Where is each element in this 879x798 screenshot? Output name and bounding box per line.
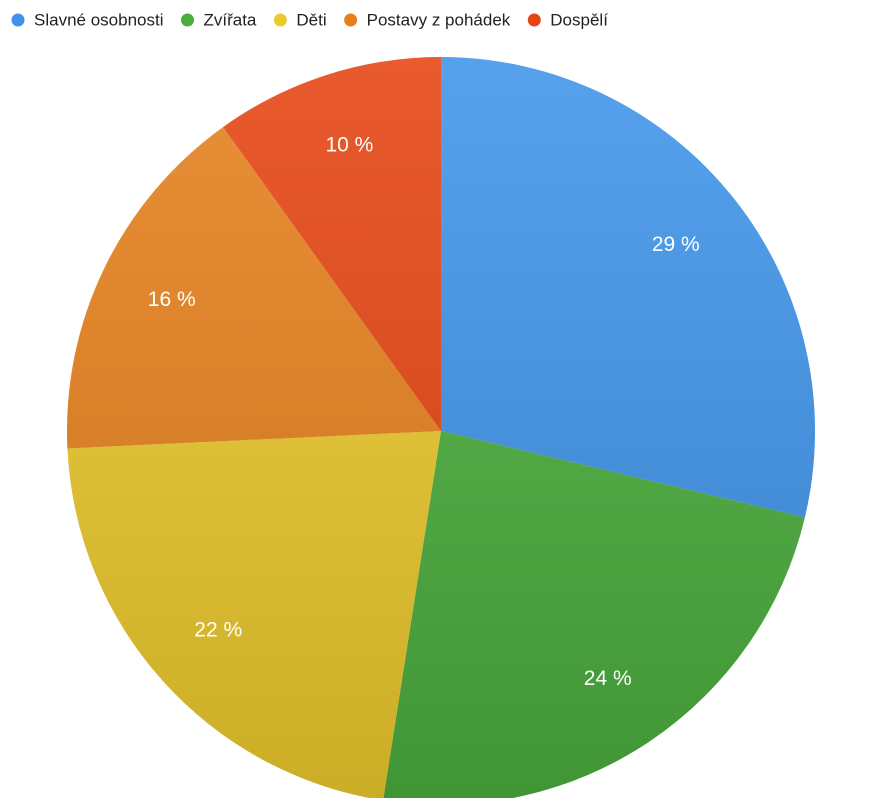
legend-marker xyxy=(344,13,358,27)
legend-label: Postavy z pohádek xyxy=(367,10,511,29)
legend-marker xyxy=(527,13,541,27)
legend: Slavné osobnosti Zvířata Děti Postavy z poh… xyxy=(11,10,608,29)
legend-label: Zvířata xyxy=(203,10,256,29)
slice-label: 24 % xyxy=(584,667,632,690)
pie-slice xyxy=(67,431,441,798)
legend-marker xyxy=(180,13,194,27)
slice-labels: 29 % 24 % 22 % 16 % 10 % xyxy=(148,134,700,690)
slice-label: 29 % xyxy=(652,233,700,256)
slice-label: 22 % xyxy=(194,618,242,641)
slice-label: 16 % xyxy=(148,288,196,311)
pie xyxy=(67,57,815,798)
slice-label: 10 % xyxy=(325,134,373,157)
legend-marker xyxy=(11,13,25,27)
legend-label: Děti xyxy=(296,10,326,29)
legend-label: Slavné osobnosti xyxy=(34,10,163,29)
legend-marker xyxy=(273,13,287,27)
legend-label: Dospělí xyxy=(550,10,608,29)
